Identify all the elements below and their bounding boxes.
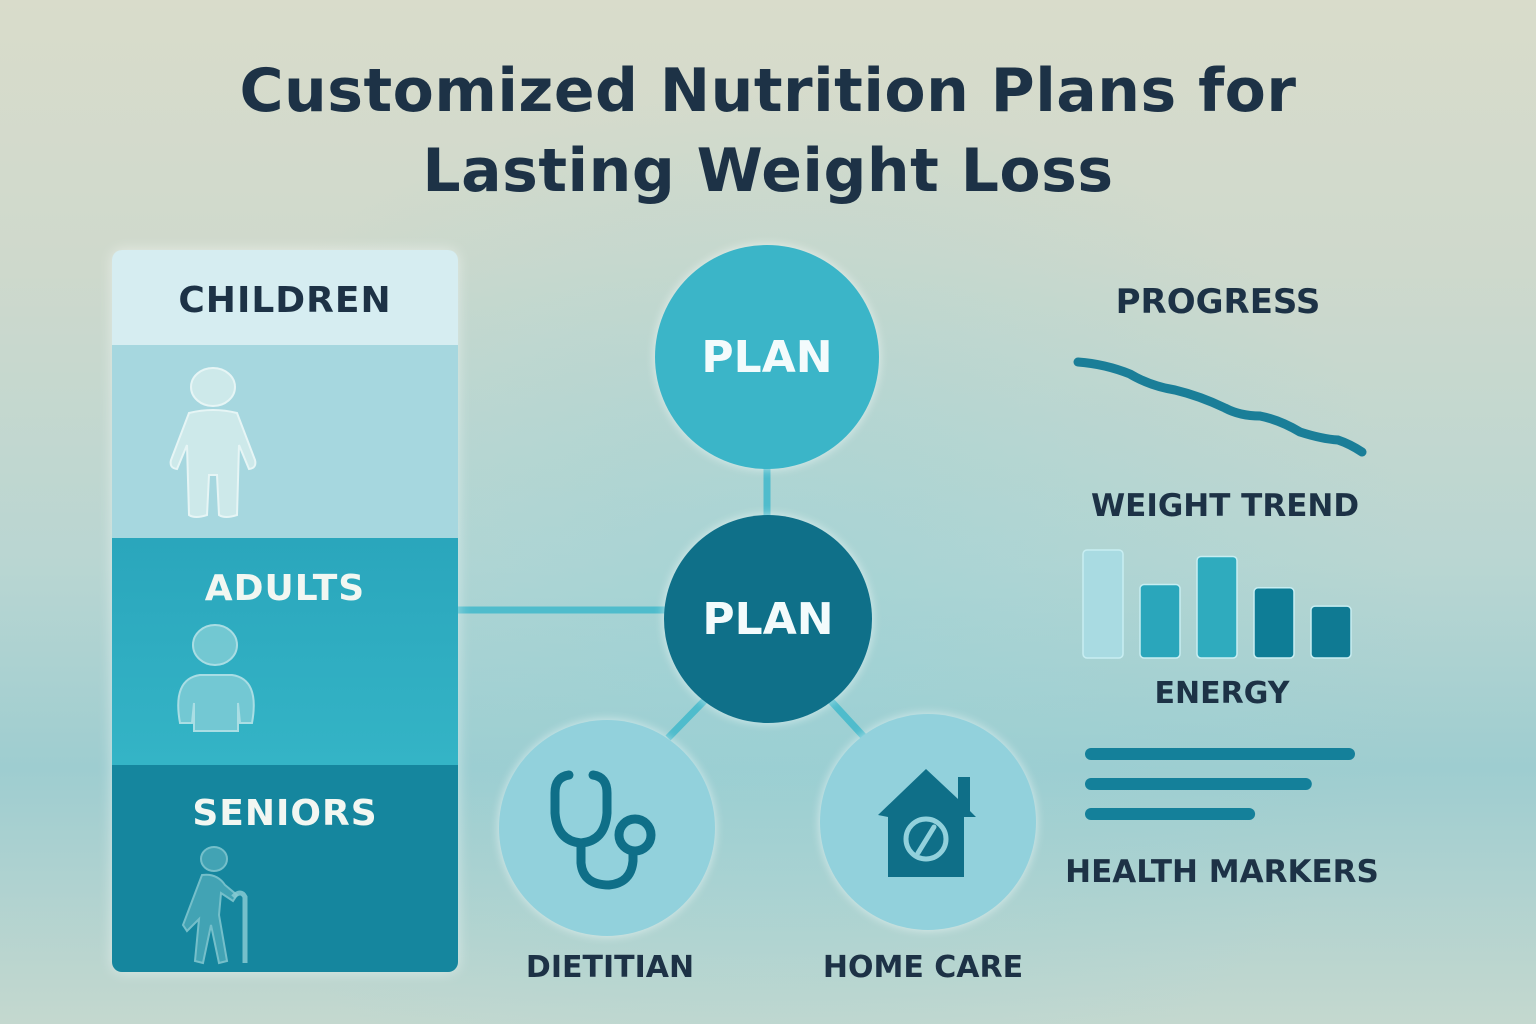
health-marker-bar — [1085, 778, 1312, 790]
service-label-dietitian: DIETITIAN — [525, 950, 695, 985]
weight-trend-curve — [1073, 357, 1367, 457]
group-children: CHILDREN — [112, 250, 458, 345]
energy-bar — [1082, 549, 1124, 659]
senior-with-cane-icon — [181, 846, 248, 965]
connector-plan-dietitian — [665, 697, 708, 741]
group-adults: ADULTS — [112, 538, 458, 765]
plan-circle-top: PLAN — [655, 245, 879, 469]
group-label: ADULTS — [204, 568, 366, 609]
adult-icon — [177, 624, 255, 732]
connector-plan-homecare — [827, 697, 868, 741]
energy-label: ENERGY — [1154, 676, 1290, 711]
plan-label: PLAN — [701, 331, 833, 383]
energy-bar — [1196, 555, 1238, 659]
weight-trend-line — [1073, 357, 1367, 457]
health-marker-bar — [1085, 808, 1256, 820]
stethoscope-icon — [550, 770, 656, 890]
house-with-spoon-icon — [878, 769, 976, 877]
health-marker-bars — [1085, 748, 1355, 820]
child-icon — [169, 367, 257, 518]
energy-bar — [1310, 605, 1352, 659]
dietitian-circle — [499, 720, 715, 936]
energy-bar — [1139, 583, 1181, 659]
group-label: SENIORS — [192, 793, 378, 834]
plan-label: PLAN — [702, 593, 834, 645]
title-line-1: Customized Nutrition Plans for — [239, 56, 1297, 126]
group-seniors: SENIORS — [112, 765, 458, 972]
group-children-figure — [112, 345, 458, 538]
progress-heading: PROGRESS — [1115, 282, 1321, 322]
service-label-home-care: HOME CARE — [822, 950, 1024, 985]
energy-bars — [1082, 549, 1352, 659]
health-markers-label: HEALTH MARKERS — [1065, 854, 1379, 890]
group-label: CHILDREN — [178, 280, 392, 321]
health-marker-bar — [1085, 748, 1355, 760]
title-line-2: Lasting Weight Loss — [422, 136, 1114, 206]
plan-circle-center: PLAN — [664, 515, 872, 723]
weight-trend-label: WEIGHT TREND — [1090, 488, 1360, 524]
population-groups-panel: CHILDREN ADULTS SENIORS — [112, 250, 458, 972]
home-care-circle — [820, 714, 1036, 930]
energy-bar — [1253, 587, 1295, 659]
